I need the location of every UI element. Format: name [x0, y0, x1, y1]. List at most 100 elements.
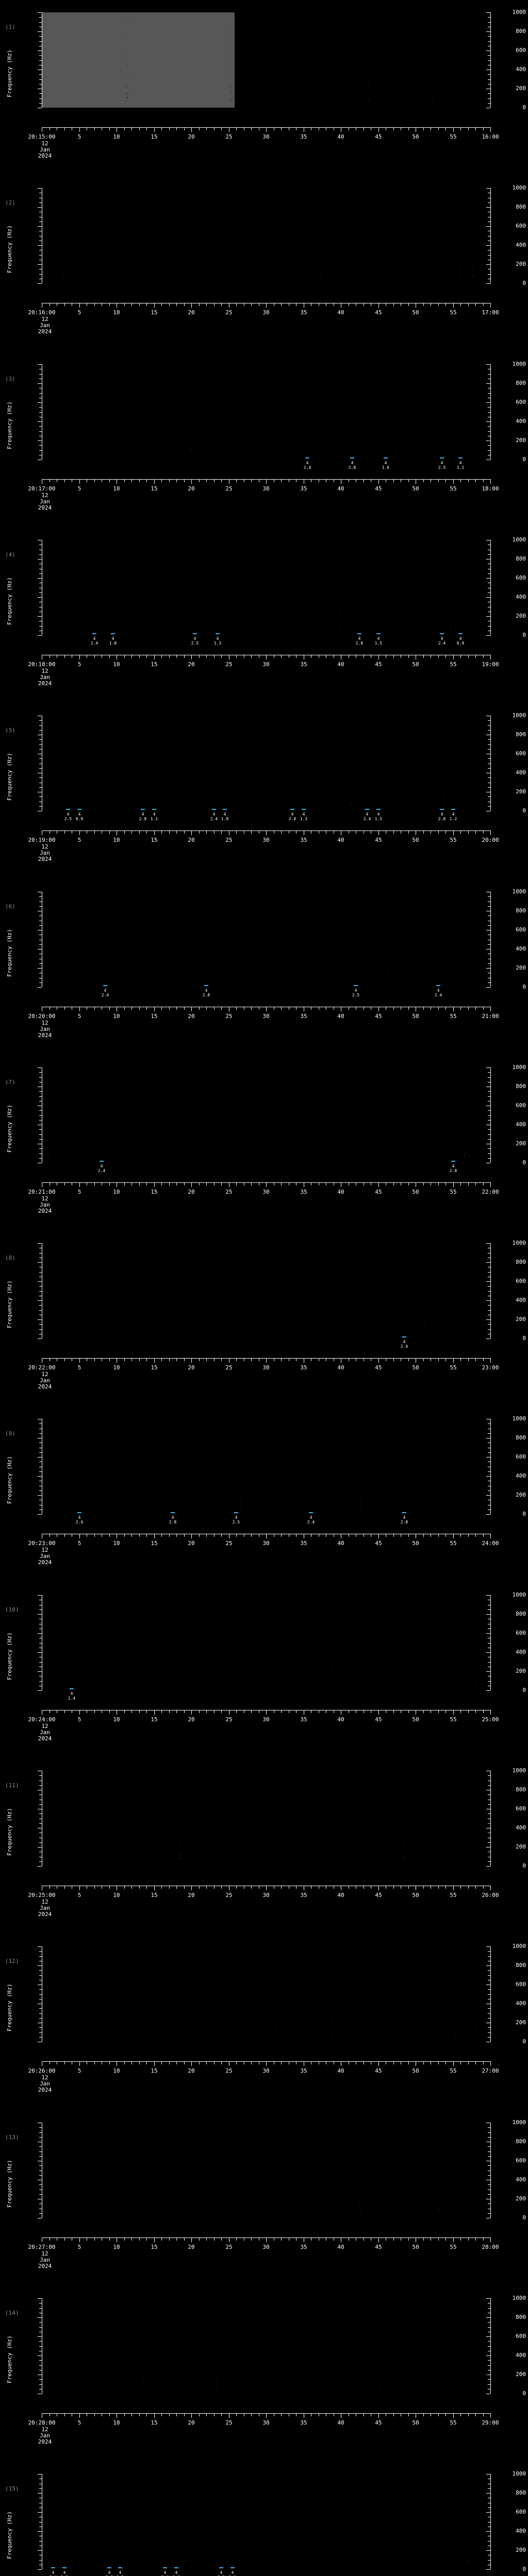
y-tick-right: [488, 1324, 490, 1325]
event-marker[interactable]: [354, 985, 358, 986]
event-marker[interactable]: [118, 2567, 122, 2568]
x-tick: [490, 303, 491, 308]
event-marker[interactable]: [440, 633, 444, 634]
event-marker[interactable]: [357, 633, 361, 634]
y-tick: [39, 2560, 42, 2561]
y-tick: [39, 374, 42, 375]
x-tick-label: 40: [337, 309, 344, 316]
event-marker[interactable]: [193, 633, 197, 634]
event-marker[interactable]: [51, 2567, 55, 2568]
y-tick: [38, 1281, 42, 1282]
x-tick: [236, 480, 237, 482]
spectrogram-pixel: [433, 100, 434, 101]
y-tick-right: [486, 1495, 490, 1496]
x-tick: [281, 655, 282, 658]
event-marker[interactable]: [62, 2567, 67, 2568]
spectrogram-pixel: [479, 617, 480, 618]
event-marker[interactable]: [66, 809, 70, 810]
x-tick-label: 5: [77, 309, 81, 316]
event-marker[interactable]: [107, 2567, 111, 2568]
event-marker[interactable]: [219, 2567, 223, 2568]
y-tick-right: [488, 806, 490, 807]
x-tick: [281, 831, 282, 834]
y-tick: [38, 2474, 42, 2475]
event-marker[interactable]: [440, 809, 444, 810]
spectrogram-pixel: [113, 2198, 114, 2199]
x-tick: [184, 128, 185, 130]
event-marker[interactable]: [376, 633, 381, 634]
event-marker[interactable]: [402, 1512, 406, 1513]
event-marker[interactable]: [302, 809, 306, 810]
event-marker[interactable]: [163, 2567, 167, 2568]
spectrogram-pixel: [487, 2384, 488, 2385]
x-tick: [266, 1710, 267, 1715]
event-marker[interactable]: [402, 1336, 406, 1337]
x-tick: [184, 1710, 185, 1713]
event-marker[interactable]: [290, 809, 294, 810]
event-marker[interactable]: [365, 809, 369, 810]
spectrogram-pixel: [217, 1331, 218, 1332]
event-marker[interactable]: [70, 1688, 74, 1689]
y-tick: [39, 431, 42, 432]
spectrogram-pixel: [75, 1639, 76, 1640]
date-label: 12 Jan 2024: [38, 1371, 52, 1390]
event-marker[interactable]: [111, 633, 115, 634]
spectrogram-pixel: [265, 603, 266, 604]
spectrogram-pixel: [127, 97, 128, 98]
x-tick: [79, 2062, 80, 2066]
x-tick: [251, 1007, 252, 1010]
x-tick: [109, 480, 110, 482]
event-marker[interactable]: [77, 809, 81, 810]
x-tick: [423, 2238, 424, 2241]
event-marker[interactable]: [141, 809, 145, 810]
event-marker[interactable]: [100, 1161, 104, 1162]
event-marker[interactable]: [204, 985, 208, 986]
y-tick: [39, 554, 42, 555]
event-marker[interactable]: [234, 1512, 238, 1513]
event-marker[interactable]: [451, 809, 455, 810]
event-marker[interactable]: [216, 633, 220, 634]
event-marker[interactable]: [92, 633, 96, 634]
event-marker[interactable]: [171, 1512, 175, 1513]
event-marker[interactable]: [305, 457, 309, 459]
event-marker[interactable]: [376, 809, 381, 810]
panel-number: (3): [5, 376, 15, 382]
spectrogram-pixel: [419, 945, 420, 946]
spectrogram-pixel: [469, 1155, 470, 1156]
spectrogram-pixel: [142, 1308, 143, 1309]
spectrogram-pixel: [74, 1626, 75, 1627]
y-axis-right: [490, 364, 491, 460]
event-marker[interactable]: [384, 457, 388, 459]
y-tick: [39, 2360, 42, 2361]
x-tick-label: 35: [300, 661, 307, 668]
spectrogram-pixel: [192, 438, 193, 439]
event-marker[interactable]: [451, 1161, 455, 1162]
spectrogram-pixel: [204, 899, 205, 900]
x-tick: [109, 1007, 110, 1010]
event-marker[interactable]: [230, 2567, 235, 2568]
event-marker[interactable]: [350, 457, 354, 459]
event-marker[interactable]: [103, 985, 107, 986]
event-marker[interactable]: [212, 809, 216, 810]
x-tick: [124, 1886, 125, 1889]
event-marker[interactable]: [458, 457, 463, 459]
spectrogram-pixel: [265, 620, 266, 621]
event-marker[interactable]: [174, 2567, 178, 2568]
event-marker[interactable]: [458, 633, 463, 634]
event-marker[interactable]: [152, 809, 156, 810]
event-marker[interactable]: [77, 1512, 81, 1513]
spectrogram-pixel: [141, 2386, 142, 2387]
y-tick-right: [486, 1946, 490, 1947]
y-tick-right: [488, 1077, 490, 1078]
event-marker[interactable]: [309, 1512, 313, 1513]
spectrogram-pixel: [309, 1135, 310, 1136]
event-marker[interactable]: [436, 985, 440, 986]
y-tick: [38, 1319, 42, 1320]
event-marker[interactable]: [223, 809, 227, 810]
x-tick-label: 20: [188, 309, 195, 316]
x-axis-line: [42, 479, 491, 480]
spectrogram-pixel: [47, 1152, 48, 1153]
y-tick-label: 600: [516, 1630, 526, 1636]
x-tick: [154, 2414, 155, 2418]
event-marker[interactable]: [440, 457, 444, 459]
